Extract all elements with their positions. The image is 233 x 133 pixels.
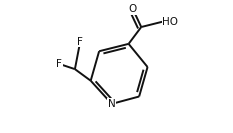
Text: F: F <box>56 59 62 69</box>
Text: F: F <box>77 37 83 47</box>
Text: HO: HO <box>162 17 178 27</box>
Text: N: N <box>108 99 116 109</box>
Text: O: O <box>129 4 137 14</box>
